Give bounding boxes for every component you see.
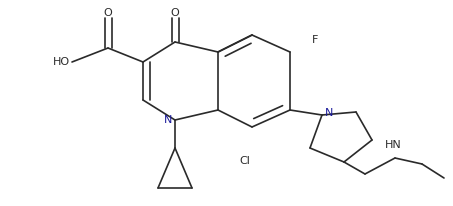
Text: Cl: Cl bbox=[240, 156, 251, 166]
Text: N: N bbox=[164, 115, 172, 125]
Text: HN: HN bbox=[385, 140, 401, 150]
Text: O: O bbox=[171, 8, 179, 18]
Text: F: F bbox=[312, 35, 318, 45]
Text: N: N bbox=[325, 108, 333, 118]
Text: HO: HO bbox=[53, 57, 70, 67]
Text: O: O bbox=[104, 8, 112, 18]
